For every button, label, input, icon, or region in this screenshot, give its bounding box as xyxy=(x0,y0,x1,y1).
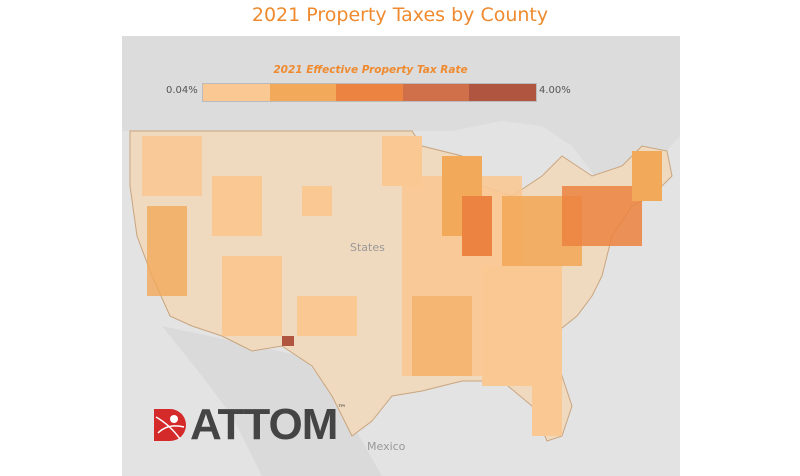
attom-logo: ATTOM ™ xyxy=(150,400,346,450)
map-canvas xyxy=(122,36,680,476)
legend-color-bar xyxy=(202,83,537,102)
map-label-mexico: Mexico xyxy=(367,440,406,453)
legend-swatch-4 xyxy=(402,84,470,101)
logo-text: ATTOM xyxy=(190,400,338,449)
county-map[interactable]: 2021 Effective Property Tax Rate 0.04% 4… xyxy=(122,36,680,476)
canada-landmass xyxy=(122,36,680,186)
legend-min-label: 0.04% xyxy=(166,85,198,96)
legend-swatch-5 xyxy=(469,84,536,101)
mexico-landmass xyxy=(162,326,382,476)
chart-title: 2021 Property Taxes by County xyxy=(251,4,549,26)
map-label-us: States xyxy=(350,241,385,254)
attom-globe-icon xyxy=(154,409,186,441)
legend-swatch-2 xyxy=(269,84,337,101)
legend-swatch-1 xyxy=(203,84,270,101)
county-fills xyxy=(142,136,662,436)
legend-title: 2021 Effective Property Tax Rate xyxy=(273,64,468,76)
trademark: ™ xyxy=(337,404,347,414)
legend-swatch-3 xyxy=(336,84,403,101)
legend-max-label: 4.00% xyxy=(539,85,571,96)
